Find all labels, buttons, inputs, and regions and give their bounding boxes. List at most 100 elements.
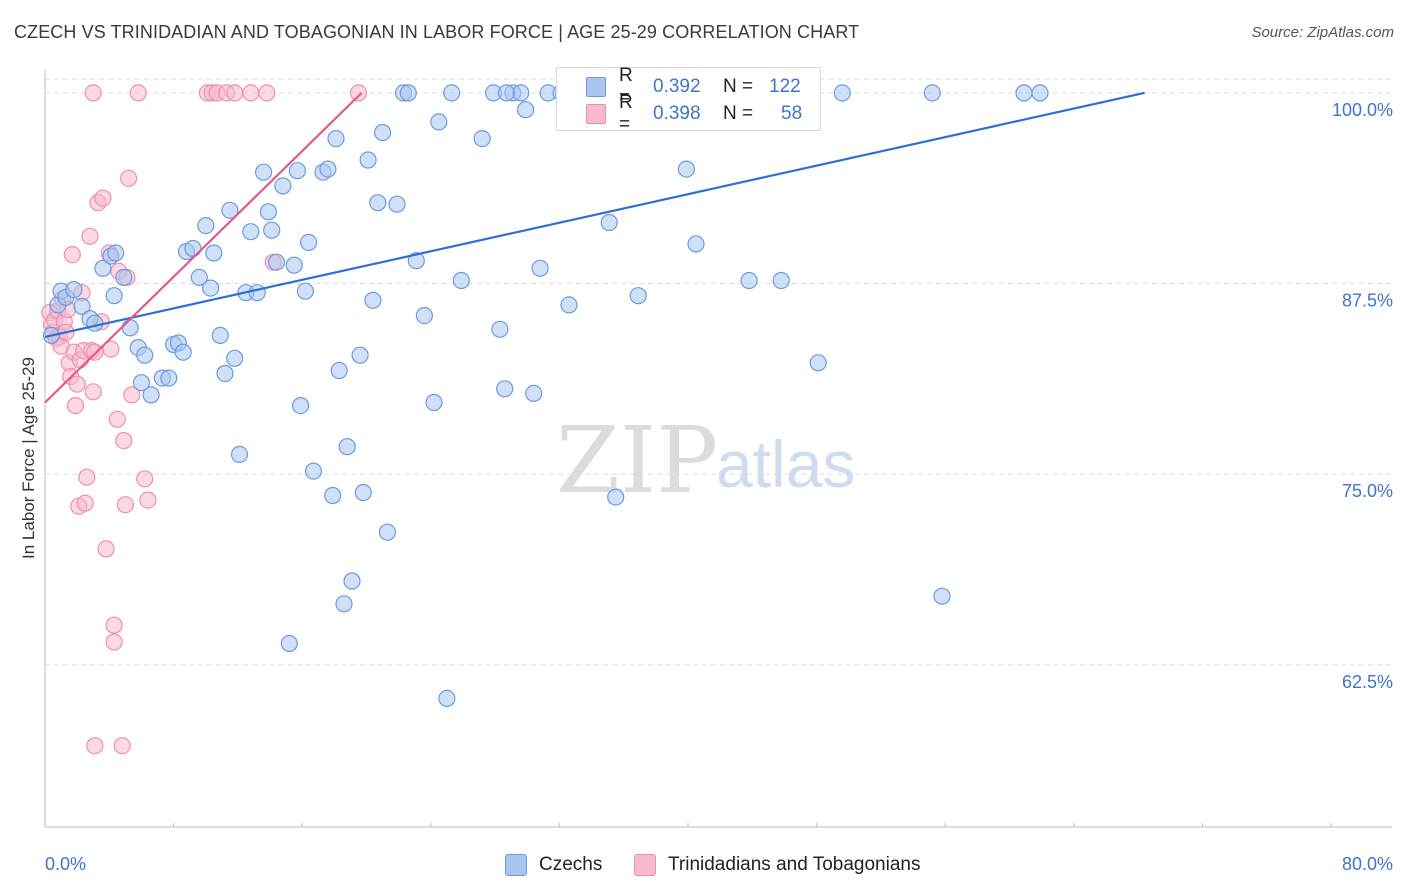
legend-r-label: R = (619, 65, 633, 108)
trinidadian-point (115, 432, 133, 450)
czech-point (105, 287, 123, 305)
czech-point (274, 177, 292, 195)
y-axis-label: In Labor Force | Age 25-29 (19, 357, 38, 559)
czech-point (388, 195, 406, 213)
czech-point (202, 279, 220, 297)
czech-point (330, 361, 348, 380)
czech-point (255, 163, 273, 181)
correlation-legend: R = 0.392 N = 122 R = 0.398 N = 58 (556, 65, 821, 135)
legend-row-czechs: R = 0.392 N = 122 (557, 65, 801, 108)
czech-point (923, 84, 941, 102)
trinidadian-point (116, 496, 135, 514)
trinidadian-point (81, 227, 99, 245)
czech-point (197, 217, 215, 235)
czech-point (369, 194, 387, 212)
y-tick-label: 100.0% (1332, 100, 1393, 120)
x-tick-labels: 0.0% 80.0% (45, 854, 1393, 874)
czech-point (174, 343, 192, 361)
czech-point (327, 130, 345, 148)
czech-point (740, 271, 758, 290)
czech-point (600, 213, 618, 232)
czech-point (430, 113, 448, 131)
trinidadian-point (68, 375, 86, 393)
czech-point (560, 296, 578, 314)
trinidadian-swatch-icon (586, 104, 606, 124)
source-label: Source: ZipAtlas.com (1251, 24, 1394, 41)
czech-point (211, 326, 229, 344)
legend-label-trinidadians: Trinidadians and Tobagonians (668, 854, 921, 875)
czech-point (221, 201, 239, 219)
czech-point (343, 572, 361, 590)
series-trinidadian-points (41, 84, 368, 755)
legend-r-value: 0.392 (653, 76, 701, 97)
czech-point (512, 84, 530, 102)
czech-point (304, 462, 323, 480)
trinidadian-point (78, 468, 96, 486)
czech-point (833, 84, 851, 102)
trinidadian-point (242, 84, 260, 102)
trinidadian-point (84, 383, 102, 401)
chart-title: CZECH VS TRINIDADIAN AND TOBAGONIAN IN L… (14, 22, 860, 42)
czech-point (338, 438, 356, 456)
czech-point (407, 252, 425, 270)
czech-point (259, 203, 277, 221)
czech-point (65, 281, 83, 299)
czech-point (496, 380, 514, 398)
czech-point (531, 259, 549, 277)
legend-label-czechs: Czechs (539, 854, 603, 875)
czech-point (1015, 84, 1033, 102)
czech-point (425, 393, 443, 412)
trinidadian-point (84, 84, 102, 102)
czech-point (230, 445, 249, 463)
trinidadian-point (136, 470, 154, 488)
legend-n-label: N = (723, 103, 754, 124)
czech-point (607, 488, 625, 506)
czech-point (267, 253, 286, 271)
czech-point (248, 284, 266, 302)
trinidadian-point (123, 386, 141, 404)
czech-point (263, 221, 281, 239)
series-legend: Czechs Trinidadians and Tobagonians (0, 851, 1406, 879)
czech-point (359, 151, 377, 169)
trend-lines (44, 91, 1145, 404)
watermark-zip: ZIP (556, 407, 718, 514)
series-czech-points (42, 84, 1049, 708)
watermark: ZIP atlas (556, 407, 855, 514)
legend-n-label: N = (723, 76, 754, 97)
czech-point (452, 271, 470, 290)
czech-point (280, 634, 298, 653)
y-tick-label: 62.5% (1342, 672, 1393, 692)
czech-point (438, 689, 456, 708)
trinidadian-point (86, 737, 104, 755)
czech-point (809, 354, 827, 372)
czech-point (136, 346, 154, 364)
trinidadian-trend-line (44, 92, 363, 404)
czech-point (205, 244, 223, 262)
czech-point (629, 287, 647, 305)
czech-point (772, 271, 790, 290)
axes (44, 70, 1392, 828)
czech-point (132, 374, 150, 392)
czech-point (190, 268, 208, 286)
czech-point (285, 256, 303, 274)
czech-point (1031, 84, 1049, 102)
czech-point (399, 84, 417, 102)
czech-point (115, 268, 133, 286)
czech-point (142, 386, 160, 404)
watermark-atlas: atlas (716, 427, 855, 501)
czech-point (354, 483, 372, 502)
czech-point (415, 307, 433, 325)
czech-point (677, 160, 696, 178)
czech-point (473, 130, 491, 148)
czech-point (288, 162, 306, 180)
trinidadian-point (349, 84, 368, 102)
trinidadian-legend-icon (634, 854, 656, 876)
czech-point (364, 291, 382, 309)
czech-point (443, 84, 461, 102)
czech-point (687, 235, 705, 253)
y-tick-labels: 62.5% 75.0% 87.5% 100.0% (1332, 100, 1393, 692)
x-tick-label: 0.0% (45, 854, 86, 874)
czech-point (516, 101, 535, 119)
trinidadian-point (76, 494, 94, 512)
